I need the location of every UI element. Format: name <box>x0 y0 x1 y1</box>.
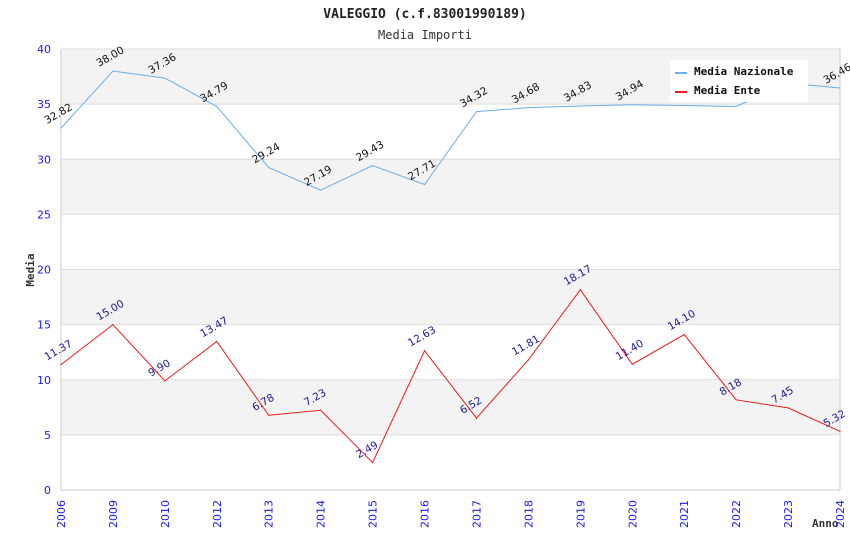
y-axis-label: Media <box>24 253 37 286</box>
legend-swatch-nazionale <box>675 72 687 74</box>
data-point <box>839 87 841 89</box>
data-point <box>60 127 62 129</box>
legend-label-ente: Media Ente <box>694 84 761 97</box>
data-point <box>735 105 737 108</box>
x-tick-label: 2020 <box>626 500 639 528</box>
data-point <box>320 189 322 191</box>
x-tick-labels: 2006 2009 2010 2012 2013 2014 2015 2016 2017 2018… <box>55 500 847 528</box>
legend-box <box>670 60 808 102</box>
data-point <box>268 167 270 169</box>
data-point <box>579 289 581 291</box>
legend: Media Nazionale Media Ente <box>670 60 808 102</box>
background-band <box>61 379 840 435</box>
data-point <box>112 70 114 72</box>
background-bands <box>61 49 840 490</box>
y-tick-label: 35 <box>37 98 51 111</box>
x-tick-label: 2018 <box>522 500 535 528</box>
y-tick-label: 15 <box>37 319 51 332</box>
data-point <box>60 364 62 366</box>
y-tick-label: 25 <box>37 208 51 221</box>
data-point <box>683 333 685 336</box>
data-point <box>839 430 841 432</box>
data-point <box>683 104 685 107</box>
data-point <box>787 407 789 409</box>
background-band <box>61 214 840 270</box>
x-axis-label: Anno <box>812 517 839 530</box>
data-point <box>372 164 374 167</box>
data-point <box>164 77 166 79</box>
x-tick-label: 2014 <box>315 500 328 528</box>
x-tick-label: 2012 <box>211 500 224 528</box>
background-band <box>61 159 840 215</box>
data-point <box>735 399 737 401</box>
chart-subtitle: Media Importi <box>378 28 472 42</box>
x-tick-label: 2021 <box>678 500 691 528</box>
background-band <box>61 104 840 160</box>
y-tick-label: 10 <box>37 374 51 387</box>
legend-swatch-ente <box>675 91 687 93</box>
series-line <box>60 70 841 191</box>
x-tick-label: 2016 <box>419 500 432 528</box>
background-band <box>61 434 840 490</box>
y-tick-labels: 0 5 10 15 20 25 30 35 40 <box>37 43 51 497</box>
data-point <box>631 104 633 106</box>
data-point <box>423 350 426 352</box>
data-point <box>216 340 218 343</box>
x-tick-label: 2009 <box>107 500 120 528</box>
x-tick-label: 2006 <box>55 500 68 528</box>
x-tick-label: 2023 <box>782 500 795 528</box>
data-point <box>268 414 270 416</box>
x-tick-label: 2022 <box>730 500 743 528</box>
y-tick-label: 0 <box>44 484 51 497</box>
data-point <box>527 107 530 109</box>
background-band <box>61 324 840 380</box>
data-point <box>112 324 114 326</box>
y-tick-label: 40 <box>37 43 51 56</box>
data-point <box>423 183 426 186</box>
x-tick-label: 2017 <box>470 500 483 528</box>
y-tick-label: 20 <box>37 264 51 277</box>
x-tick-label: 2010 <box>159 500 172 528</box>
data-point <box>164 380 166 382</box>
x-tick-label: 2013 <box>263 500 276 528</box>
x-tick-label: 2015 <box>367 500 380 528</box>
data-point <box>475 417 478 419</box>
x-tick-label: 2019 <box>574 500 587 528</box>
data-point <box>527 359 530 361</box>
x-tick-label: 2024 <box>834 500 847 528</box>
data-point <box>320 409 322 411</box>
data-point <box>631 363 633 365</box>
data-point <box>372 461 374 464</box>
data-point <box>475 111 478 113</box>
data-point <box>216 105 218 108</box>
background-band <box>61 269 840 325</box>
y-tick-label: 5 <box>44 429 51 442</box>
series-line <box>60 288 841 464</box>
data-point <box>579 105 581 107</box>
y-tick-label: 30 <box>37 153 51 166</box>
legend-label-nazionale: Media Nazionale <box>694 65 794 78</box>
chart-title: VALEGGIO (c.f.83001990189) <box>323 7 527 22</box>
